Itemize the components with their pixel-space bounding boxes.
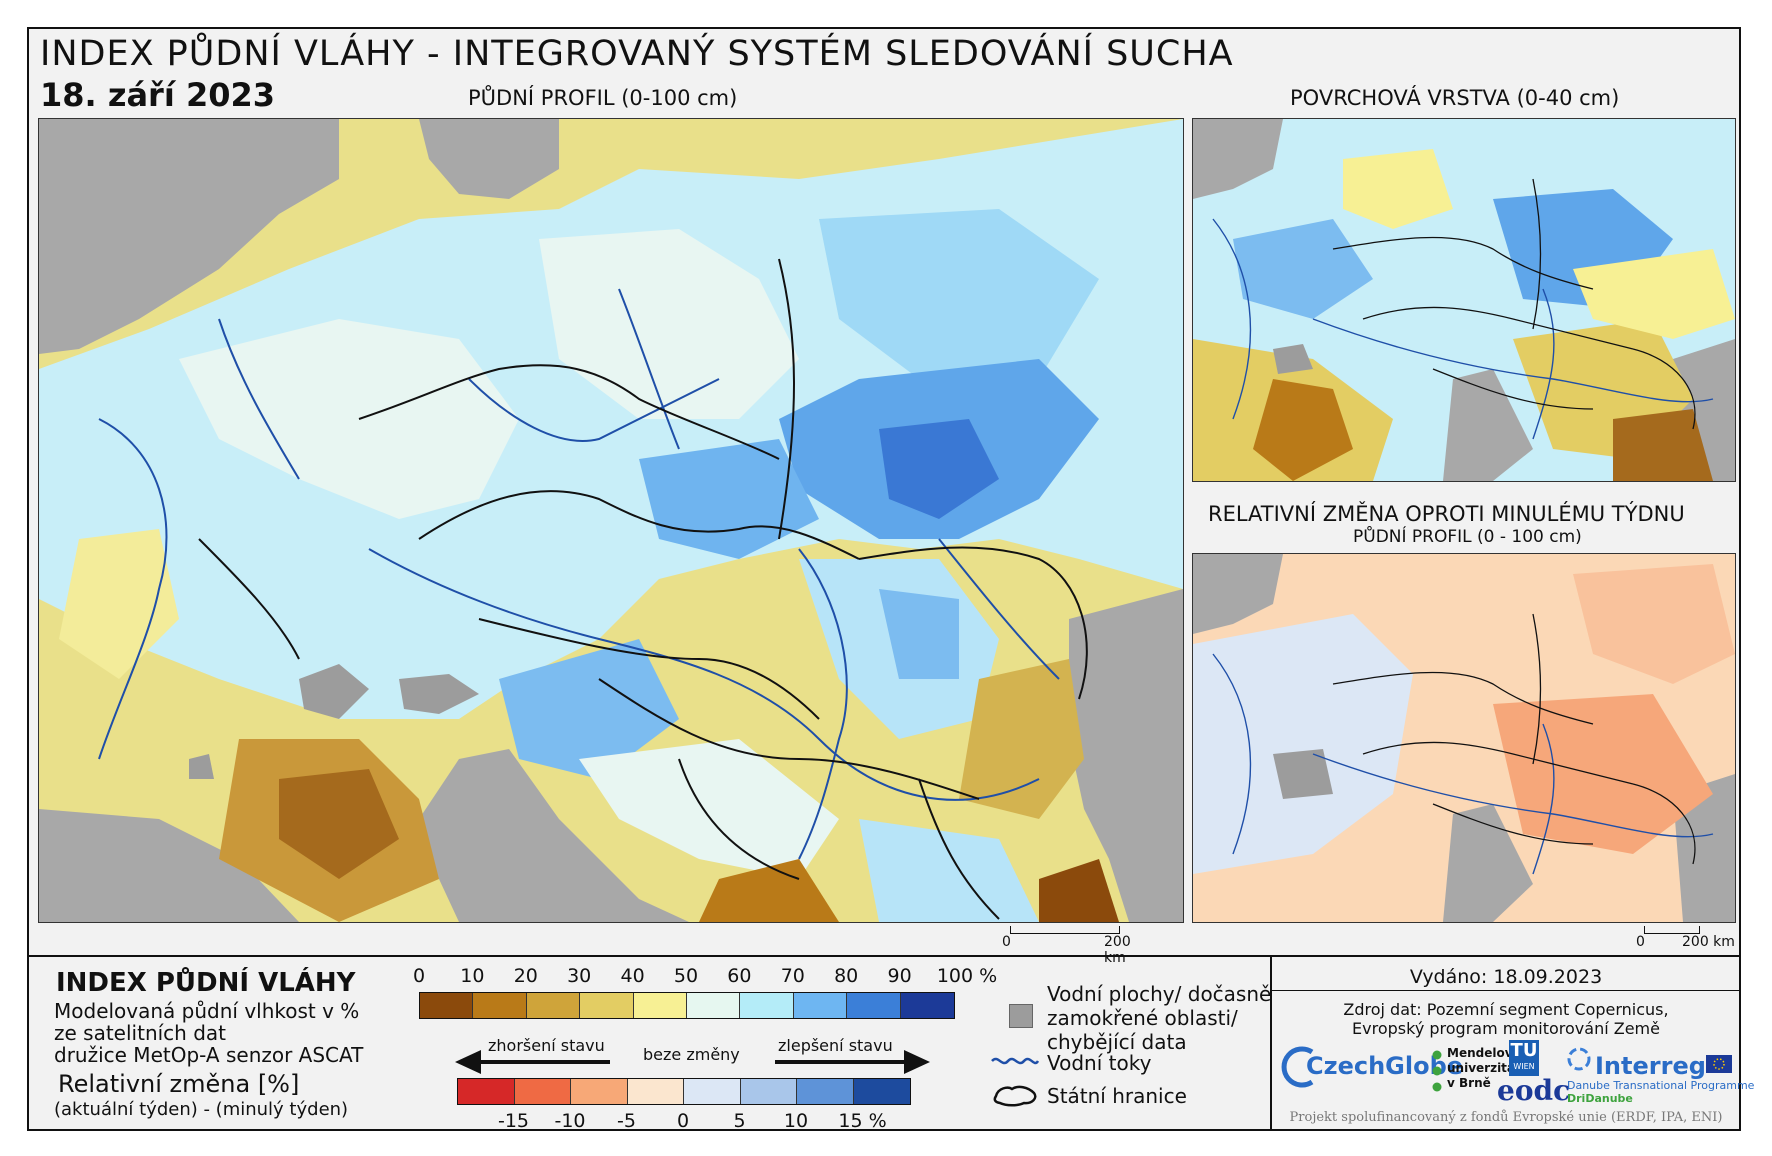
eu-flag-icon	[1706, 1055, 1732, 1073]
mendel-line-3: v Brně	[1447, 1076, 1491, 1090]
change-map-label: RELATIVNÍ ZMĚNA OPROTI MINULÉMU TÝDNU	[1208, 502, 1685, 526]
mendel-dots-icon	[1432, 1050, 1442, 1092]
mendel-line-2: univerzita	[1447, 1061, 1516, 1075]
change-color-swatch	[571, 1079, 628, 1104]
nochange-label: beze změny	[643, 1045, 740, 1064]
change-tick-label: -10	[554, 1110, 586, 1132]
source-line-1: Zdroj dat: Pozemní segment Copernicus,	[1343, 1000, 1669, 1019]
water-label-2: zamokřené oblasti/	[1047, 1006, 1238, 1030]
index-tick-label: 10	[460, 965, 485, 987]
legend-desc-2: ze satelitních dat	[54, 1021, 226, 1045]
index-color-swatch	[526, 993, 581, 1018]
index-color-swatch	[900, 993, 954, 1018]
inset-scale-zero: 0	[1636, 934, 1645, 950]
tu-sub-text: WIEN	[1513, 1062, 1535, 1071]
source-line-2: Evropský program monitorování Země	[1352, 1019, 1660, 1038]
issued-date: Vydáno: 18.09.2023	[1409, 966, 1603, 988]
scale-km: 200 km	[1104, 934, 1131, 966]
index-tick-label: 30	[567, 965, 592, 987]
missing-data-swatch	[1009, 1004, 1033, 1028]
inset-scale-km: 200 km	[1682, 934, 1735, 950]
change-tick-label: 0	[676, 1110, 690, 1132]
better-arrow-icon	[775, 1050, 930, 1074]
better-label: zlepšení stavu	[778, 1036, 893, 1055]
change-tick-label: 5	[733, 1110, 746, 1132]
index-colorbar	[419, 992, 955, 1019]
index-color-swatch	[740, 993, 794, 1018]
mendel-logo: Mendelova univerzita v Brně	[1447, 1046, 1521, 1091]
index-color-swatch	[633, 993, 687, 1018]
page-title: INDEX PŮDNÍ VLÁHY - INTEGROVANÝ SYSTÉM S…	[40, 34, 1234, 74]
index-tick-label: 70	[780, 965, 805, 987]
relative-change-map[interactable]	[1192, 553, 1736, 923]
worse-label: zhoršení stavu	[488, 1036, 605, 1055]
rivers-label: Vodní toky	[1047, 1051, 1152, 1075]
interreg-swirl-icon	[1567, 1047, 1591, 1071]
change-color-swatch	[797, 1079, 854, 1104]
index-color-swatch	[473, 993, 527, 1018]
change-map-sublabel: PŮDNÍ PROFIL (0 - 100 cm)	[1353, 527, 1582, 547]
index-tick-label: 40	[620, 965, 645, 987]
footer-divider	[1270, 955, 1272, 1131]
change-color-swatch	[740, 1079, 797, 1104]
change-tick-label: 10	[783, 1110, 809, 1132]
czechglobe-logo-icon	[1281, 1046, 1314, 1088]
dridanube-label: DriDanube	[1567, 1092, 1633, 1105]
index-color-swatch	[847, 993, 901, 1018]
issued-divider	[1272, 990, 1740, 991]
main-scale-bar: 0 200 km	[1000, 926, 1150, 966]
change-color-swatch	[684, 1079, 741, 1104]
legend-divider	[27, 955, 1741, 957]
change-tick-label: -15	[497, 1110, 530, 1132]
change-tick-label: -5	[617, 1110, 636, 1132]
surface-map-label: POVRCHOVÁ VRSTVA (0-40 cm)	[1290, 86, 1620, 110]
worse-arrow-icon	[455, 1050, 610, 1074]
border-outline-icon	[993, 1085, 1037, 1107]
change-color-swatch	[853, 1079, 910, 1104]
interreg-subtitle: Danube Transnational Programme	[1567, 1079, 1755, 1092]
index-color-swatch	[686, 993, 741, 1018]
scale-zero: 0	[1002, 934, 1011, 950]
tu-text: TU	[1510, 1040, 1538, 1061]
index-color-swatch	[420, 993, 474, 1018]
index-color-swatch	[793, 993, 848, 1018]
change-tick-label: 15 %	[838, 1110, 887, 1132]
index-tick-label: 0	[412, 965, 426, 987]
change-color-swatch	[458, 1079, 515, 1104]
change-color-swatch	[627, 1079, 684, 1104]
index-tick-label: 60	[727, 965, 752, 987]
index-tick-label: 80	[834, 965, 859, 987]
eodc-logo: eodc	[1497, 1074, 1571, 1107]
water-label-1: Vodní plochy/ dočasně	[1047, 982, 1272, 1006]
main-map-label: PŮDNÍ PROFIL (0-100 cm)	[468, 86, 738, 110]
index-tick-label: 50	[673, 965, 699, 987]
change-desc: (aktuální týden) - (minulý týden)	[54, 1099, 349, 1120]
date-label: 18. září 2023	[40, 76, 275, 114]
legend-desc-1: Modelovaná půdní vlhkost v %	[54, 999, 360, 1023]
main-soil-moisture-map[interactable]	[38, 118, 1184, 923]
water-label-3: chybějící data	[1047, 1030, 1187, 1054]
funding-note: Projekt spolufinancovaný z fondů Evropsk…	[1289, 1110, 1723, 1125]
change-colorbar	[457, 1078, 911, 1105]
legend-title: INDEX PŮDNÍ VLÁHY	[56, 968, 356, 998]
index-tick-label: 20	[513, 965, 538, 987]
change-color-swatch	[514, 1079, 571, 1104]
inset-scale-bar: 0 200 km	[1632, 926, 1742, 950]
index-tick-label: 100 %	[936, 965, 998, 987]
change-title: Relativní změna [%]	[58, 1070, 300, 1098]
river-line-icon	[991, 1057, 1040, 1065]
index-color-swatch	[580, 993, 634, 1018]
index-tick-label: 90	[887, 965, 912, 987]
mendel-line-1: Mendelova	[1447, 1046, 1521, 1060]
borders-label: Státní hranice	[1047, 1084, 1187, 1108]
legend-desc-3: družice MetOp-A senzor ASCAT	[54, 1043, 364, 1067]
tu-wien-logo: TU WIEN	[1509, 1040, 1539, 1076]
surface-layer-map[interactable]	[1192, 118, 1736, 482]
interreg-logo: Interreg	[1595, 1052, 1706, 1080]
